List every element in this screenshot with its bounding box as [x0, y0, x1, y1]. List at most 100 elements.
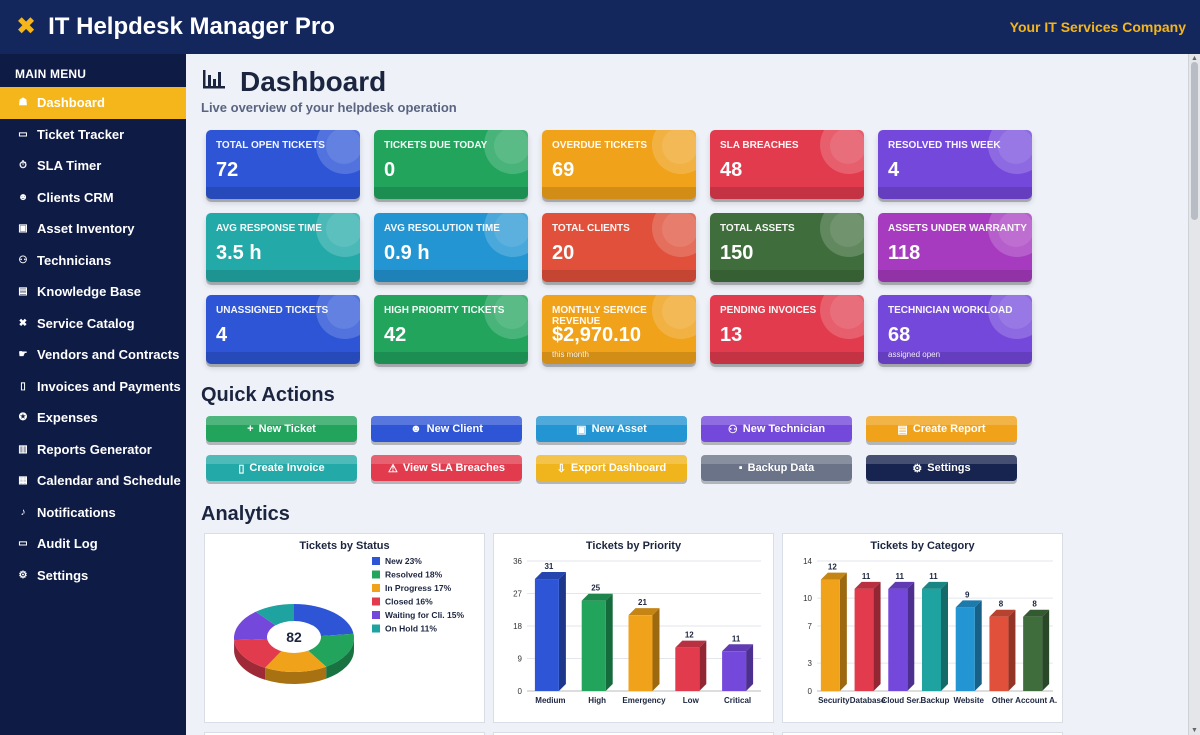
card-decoration [326, 130, 360, 164]
kpi-label: RESOLVED THIS WEEK [888, 140, 1001, 151]
priority-chart-panel: Tickets by Priority 0 9 18 27 36 31 Medium 25 Hi… [493, 533, 774, 723]
legend-swatch [372, 624, 380, 633]
sidebar-item-dashboard[interactable]: ☗ Dashboard [0, 87, 186, 119]
kpi-note: this month [552, 350, 589, 359]
scroll-up-icon[interactable]: ▲ [1191, 55, 1198, 62]
page-header: Dashboard [202, 66, 386, 98]
kpi-value: $2,970.10 [552, 324, 641, 346]
sidebar-item-label: Service Catalog [37, 315, 135, 331]
kpi-card[interactable]: UNASSIGNED TICKETS 4 [206, 295, 360, 364]
card-shade [710, 269, 864, 282]
sidebar-item-audit-log[interactable]: ▭ Audit Log [0, 528, 186, 560]
sidebar-item-sla-timer[interactable]: ⏱ SLA Timer [0, 150, 186, 182]
legend-swatch [372, 557, 380, 565]
kpi-value: 72 [216, 159, 239, 181]
kpi-card[interactable]: OVERDUE TICKETS 69 [542, 130, 696, 199]
kpi-card[interactable]: AVG RESOLUTION TIME 0.9 h [374, 212, 528, 282]
bar-front [955, 607, 975, 691]
kpi-card[interactable]: SLA BREACHES 48 [710, 130, 864, 199]
bar-account-a- [1023, 609, 1050, 691]
x-tick-label: Other [992, 696, 1013, 705]
bar-critical [722, 644, 754, 691]
sidebar-item-notifications[interactable]: ♪ Notifications [0, 497, 186, 529]
legend-swatch [372, 597, 380, 606]
kpi-card[interactable]: TOTAL ASSETS 150 [710, 212, 864, 282]
chart-panel-lower-3 [782, 732, 1063, 735]
handshake-icon: ☛ [18, 349, 28, 361]
button-label: Settings [927, 462, 971, 474]
button-label: Backup Data [747, 462, 815, 474]
sidebar-item-label: Technicians [37, 252, 112, 268]
view-sla-breaches-button[interactable]: ⚠ View SLA Breaches [371, 455, 522, 481]
chart-icon: ▥ [18, 443, 28, 455]
kpi-label: ASSETS UNDER WARRANTY [888, 222, 1027, 234]
bar-database [854, 581, 881, 691]
bar-top [628, 608, 660, 616]
bar-value-label: 9 [965, 590, 970, 599]
scroll-down-icon[interactable]: ▼ [1191, 727, 1198, 734]
kpi-card[interactable]: TOTAL OPEN TICKETS 72 [206, 130, 360, 199]
new-asset-button[interactable]: ▣ New Asset [536, 416, 687, 442]
bar-value-label: 11 [732, 634, 741, 643]
sidebar-item-service-catalog[interactable]: ✖ Service Catalog [0, 308, 186, 340]
ticket-icon: ▭ [18, 128, 28, 140]
sidebar-item-ticket-tracker[interactable]: ▭ Ticket Tracker [0, 119, 186, 151]
book-icon: ▤ [18, 286, 28, 298]
x-tick-label: Medium [535, 696, 565, 705]
create-invoice-button[interactable]: ▯ Create Invoice [206, 455, 357, 481]
kpi-label: TOTAL CLIENTS [552, 222, 630, 234]
scroll-thumb[interactable] [1191, 62, 1198, 220]
sidebar-item-reports-generator[interactable]: ▥ Reports Generator [0, 434, 186, 466]
x-tick-label: Cloud Ser. [882, 696, 922, 705]
sidebar-item-asset-inventory[interactable]: ▣ Asset Inventory [0, 213, 186, 245]
sidebar-item-label: Invoices and Payments [37, 378, 181, 394]
y-tick-label: 36 [513, 557, 522, 566]
quick-actions-heading: Quick Actions [201, 384, 335, 406]
create-report-button[interactable]: ▤ Create Report [866, 416, 1017, 442]
x-tick-label: Website [953, 696, 984, 705]
button-gloss [536, 455, 687, 464]
button-gloss [701, 416, 852, 425]
sidebar-item-invoices-and-payments[interactable]: ▯ Invoices and Payments [0, 371, 186, 403]
new-client-button[interactable]: ☻ New Client [371, 416, 522, 442]
card-decoration [998, 130, 1032, 164]
kpi-card[interactable]: AVG RESPONSE TIME 3.5 h [206, 212, 360, 282]
kpi-card[interactable]: RESOLVED THIS WEEK 4 [878, 130, 1032, 199]
card-decoration [830, 212, 864, 247]
sidebar-item-technicians[interactable]: ⚇ Technicians [0, 245, 186, 277]
kpi-card[interactable]: TICKETS DUE TODAY 0 [374, 130, 528, 199]
button-label: New Asset [591, 423, 647, 435]
new-technician-button[interactable]: ⚇ New Technician [701, 416, 852, 442]
kpi-card[interactable]: ASSETS UNDER WARRANTY 118 [878, 212, 1032, 282]
kpi-card[interactable]: MONTHLY SERVICE REVENUE $2,970.10 this mon… [542, 295, 696, 364]
kpi-label: TOTAL ASSETS [720, 222, 795, 234]
kpi-card[interactable]: TECHNICIAN WORKLOAD 68 assigned open [878, 295, 1032, 364]
sidebar-item-expenses[interactable]: ✪ Expenses [0, 402, 186, 434]
app-title: IT Helpdesk Manager Pro [48, 13, 335, 40]
button-gloss [371, 455, 522, 464]
bar-value-label: 8 [999, 600, 1004, 609]
kpi-value: 118 [888, 241, 921, 264]
sidebar-item-knowledge-base[interactable]: ▤ Knowledge Base [0, 276, 186, 308]
kpi-label: SLA BREACHES [720, 140, 799, 151]
sidebar-item-vendors-and-contracts[interactable]: ☛ Vendors and Contracts [0, 339, 186, 371]
kpi-label: HIGH PRIORITY TICKETS [384, 305, 505, 316]
sidebar-item-clients-crm[interactable]: ☻ Clients CRM [0, 182, 186, 214]
bar-top [722, 644, 754, 652]
legend-entry: New 23% [385, 556, 422, 566]
new-ticket-button[interactable]: + New Ticket [206, 416, 357, 442]
legend-entry: In Progress 17% [385, 583, 452, 593]
pie-slice-side [234, 640, 266, 680]
kpi-card[interactable]: TOTAL CLIENTS 20 [542, 212, 696, 282]
card-decoration [662, 130, 696, 164]
sidebar-item-settings[interactable]: ⚙ Settings [0, 560, 186, 592]
kpi-card[interactable]: PENDING INVOICES 13 [710, 295, 864, 364]
backup-data-button[interactable]: ▪ Backup Data [701, 455, 852, 481]
kpi-card[interactable]: HIGH PRIORITY TICKETS 42 [374, 295, 528, 364]
bar-low [675, 640, 707, 691]
bar-front [628, 615, 653, 691]
page-scrollbar[interactable]: ▲ ▼ [1188, 54, 1200, 735]
sidebar-item-calendar-and-schedule[interactable]: ▦ Calendar and Schedule [0, 465, 186, 497]
export-dashboard-button[interactable]: ⇩ Export Dashboard [536, 455, 687, 481]
settings-button[interactable]: ⚙ Settings [866, 455, 1017, 481]
